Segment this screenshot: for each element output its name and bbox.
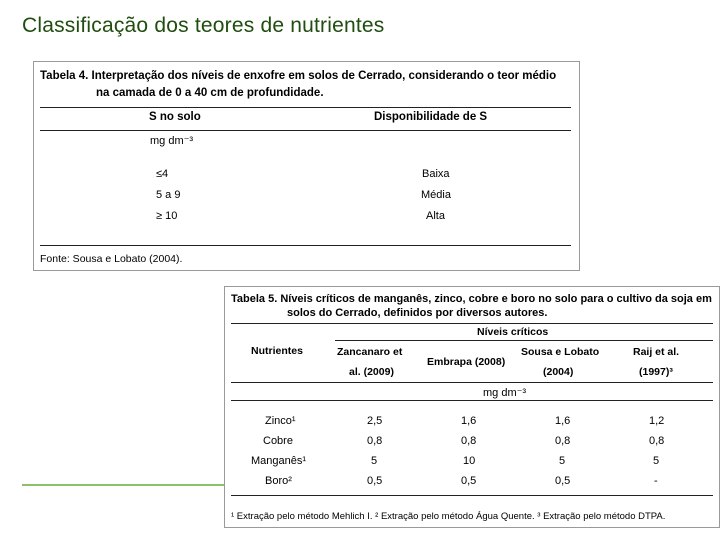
table-rule — [40, 245, 571, 246]
table-5-footnote: ¹ Extração pelo método Mehlich I. ² Extr… — [231, 511, 666, 522]
table-cell-value: 0,5 — [555, 475, 571, 487]
table-cell-value: 1,6 — [461, 415, 477, 427]
table-cell-value: 0,8 — [461, 435, 477, 447]
table-cell-value: 1,2 — [649, 415, 665, 427]
table-rule — [231, 382, 713, 383]
header-raij-year: (1997)³ — [639, 366, 673, 378]
table-cell-range: ≥ 10 — [156, 210, 178, 222]
table-cell-value: 5 — [653, 455, 660, 467]
header-sousa-lobato: Sousa e Lobato — [521, 346, 600, 358]
header-nutrientes: Nutrientes — [251, 345, 303, 357]
table-cell-nutrient: Manganês¹ — [251, 455, 307, 467]
table-cell-nutrient: Boro² — [265, 475, 292, 487]
table-cell-range: 5 a 9 — [156, 189, 181, 201]
table-4-source: Fonte: Sousa e Lobato (2004). — [40, 253, 183, 265]
table-cell-range: ≤4 — [156, 168, 169, 180]
page-title: Classificação dos teores de nutrientes — [22, 14, 385, 37]
header-zancanaro: Zancanaro et — [337, 346, 403, 358]
table-cell-class: Baixa — [422, 168, 450, 180]
table-cell-value: 10 — [463, 455, 476, 467]
header-s-no-solo: S no solo — [149, 111, 201, 123]
table-cell-value: 0,8 — [367, 435, 383, 447]
table-rule — [231, 400, 713, 401]
table-cell-nutrient: Zinco¹ — [265, 415, 296, 427]
table-cell-value: 0,5 — [461, 475, 477, 487]
table-5: Tabela 5. Níveis críticos de manganês, z… — [224, 286, 720, 528]
table-rule — [231, 495, 713, 496]
table-cell-value: 5 — [559, 455, 566, 467]
table-cell-value: 0,8 — [649, 435, 665, 447]
table-cell-value: 2,5 — [367, 415, 383, 427]
table-rule — [40, 107, 571, 108]
table-cell-value: 1,6 — [555, 415, 571, 427]
header-niveis-criticos: Níveis críticos — [477, 326, 549, 338]
table-cell-value: 0,8 — [555, 435, 571, 447]
divider-line — [22, 484, 232, 486]
header-embrapa: Embrapa (2008) — [427, 356, 506, 368]
table-cell-nutrient: Cobre — [263, 435, 293, 447]
table-4: Tabela 4. Interpretação dos níveis de en… — [33, 61, 580, 271]
unit-label: mg dm⁻³ — [483, 387, 527, 399]
table-cell-class: Alta — [426, 210, 445, 222]
table-cell-class: Média — [421, 189, 451, 201]
header-disponibilidade: Disponibilidade de S — [374, 111, 488, 123]
table-5-caption-line2: solos do Cerrado, definidos por diversos… — [287, 307, 548, 319]
table-cell-value: 0,5 — [367, 475, 383, 487]
table-rule — [231, 323, 713, 324]
header-raij: Raij et al. — [633, 346, 680, 358]
table-4-caption-line2: na camada de 0 a 40 cm de profundidade. — [96, 87, 324, 99]
table-cell-value: 5 — [371, 455, 378, 467]
table-4-caption: Tabela 4. Interpretação dos níveis de en… — [40, 70, 557, 82]
table-5-caption: Tabela 5. Níveis críticos de manganês, z… — [231, 293, 712, 305]
table-rule — [335, 340, 713, 341]
table-cell-value: - — [654, 475, 658, 487]
unit-label: mg dm⁻³ — [150, 135, 194, 147]
header-sousa-lobato-year: (2004) — [543, 366, 574, 378]
table-rule — [40, 130, 571, 131]
header-zancanaro-year: al. (2009) — [349, 366, 394, 378]
